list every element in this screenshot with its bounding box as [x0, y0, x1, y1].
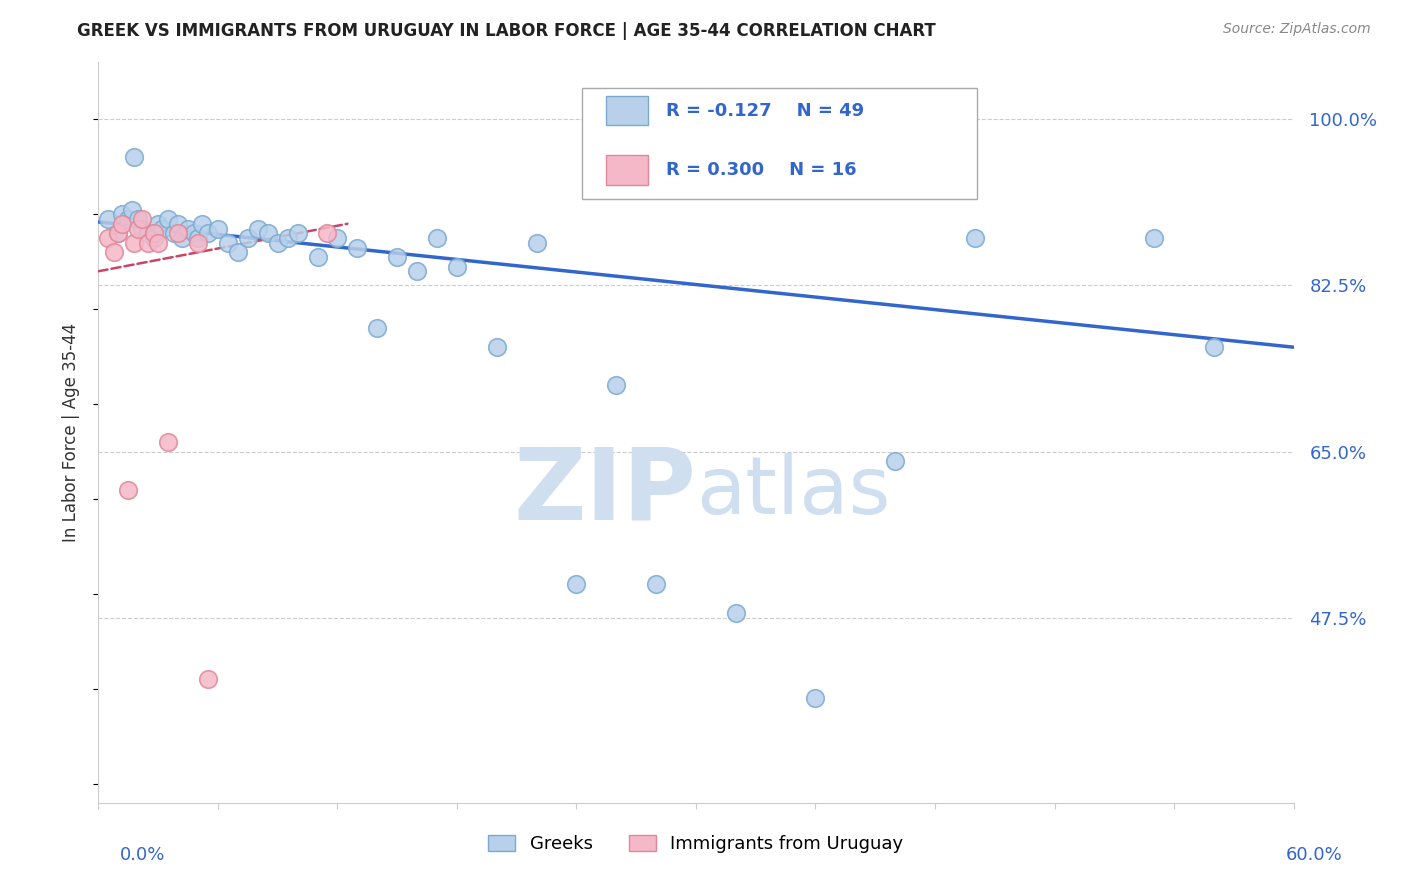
- Point: [226, 245, 249, 260]
- Point: [163, 227, 186, 241]
- Point: [107, 227, 129, 241]
- Y-axis label: In Labor Force | Age 35-44: In Labor Force | Age 35-44: [62, 323, 80, 542]
- Point: [117, 212, 139, 227]
- Point: [157, 435, 180, 450]
- Point: [157, 212, 180, 227]
- Point: [426, 231, 449, 245]
- Point: [236, 231, 259, 245]
- Text: GREEK VS IMMIGRANTS FROM URUGUAY IN LABOR FORCE | AGE 35-44 CORRELATION CHART: GREEK VS IMMIGRANTS FROM URUGUAY IN LABO…: [77, 22, 936, 40]
- Point: [148, 235, 170, 250]
- Point: [136, 235, 159, 250]
- Point: [565, 577, 588, 591]
- Point: [143, 231, 166, 245]
- Point: [191, 217, 214, 231]
- Point: [131, 212, 153, 227]
- Bar: [606, 155, 648, 185]
- Text: 60.0%: 60.0%: [1286, 846, 1343, 863]
- Point: [197, 227, 219, 241]
- Point: [724, 606, 747, 620]
- Point: [127, 221, 149, 235]
- Text: Source: ZipAtlas.com: Source: ZipAtlas.com: [1223, 22, 1371, 37]
- Point: [246, 221, 269, 235]
- Point: [316, 227, 339, 241]
- Point: [307, 250, 329, 264]
- Point: [267, 235, 290, 250]
- Point: [124, 150, 146, 164]
- Point: [207, 221, 229, 235]
- Point: [346, 240, 368, 255]
- Point: [97, 212, 120, 227]
- Point: [121, 202, 143, 217]
- Point: [197, 673, 219, 687]
- Text: R = 0.300    N = 16: R = 0.300 N = 16: [666, 161, 856, 178]
- Point: [963, 231, 986, 245]
- Point: [143, 227, 166, 241]
- Point: [1202, 340, 1225, 354]
- Point: [485, 340, 508, 354]
- Point: [884, 454, 907, 468]
- Point: [136, 227, 159, 241]
- Point: [97, 231, 120, 245]
- Point: [107, 227, 129, 241]
- Point: [804, 691, 827, 706]
- Point: [366, 321, 388, 335]
- Point: [124, 235, 146, 250]
- Point: [277, 231, 299, 245]
- Point: [111, 217, 134, 231]
- Point: [287, 227, 309, 241]
- Point: [177, 221, 200, 235]
- Point: [326, 231, 349, 245]
- Point: [131, 221, 153, 235]
- Point: [406, 264, 429, 278]
- Point: [148, 217, 170, 231]
- Bar: [606, 95, 648, 126]
- Point: [446, 260, 468, 274]
- Text: atlas: atlas: [696, 453, 890, 531]
- Point: [172, 231, 194, 245]
- Point: [187, 231, 209, 245]
- Text: 0.0%: 0.0%: [120, 846, 165, 863]
- Point: [256, 227, 278, 241]
- Point: [127, 212, 149, 227]
- Point: [605, 378, 627, 392]
- Point: [526, 235, 548, 250]
- Point: [117, 483, 139, 497]
- Point: [103, 245, 125, 260]
- Point: [167, 217, 190, 231]
- Point: [167, 227, 190, 241]
- Point: [183, 227, 205, 241]
- Point: [150, 221, 173, 235]
- Point: [385, 250, 409, 264]
- Point: [1143, 231, 1166, 245]
- Legend: Greeks, Immigrants from Uruguay: Greeks, Immigrants from Uruguay: [481, 828, 911, 861]
- Point: [217, 235, 239, 250]
- FancyBboxPatch shape: [582, 88, 977, 200]
- Point: [645, 577, 668, 591]
- Point: [111, 207, 134, 221]
- Text: R = -0.127    N = 49: R = -0.127 N = 49: [666, 102, 865, 120]
- Point: [187, 235, 209, 250]
- Text: ZIP: ZIP: [513, 443, 696, 541]
